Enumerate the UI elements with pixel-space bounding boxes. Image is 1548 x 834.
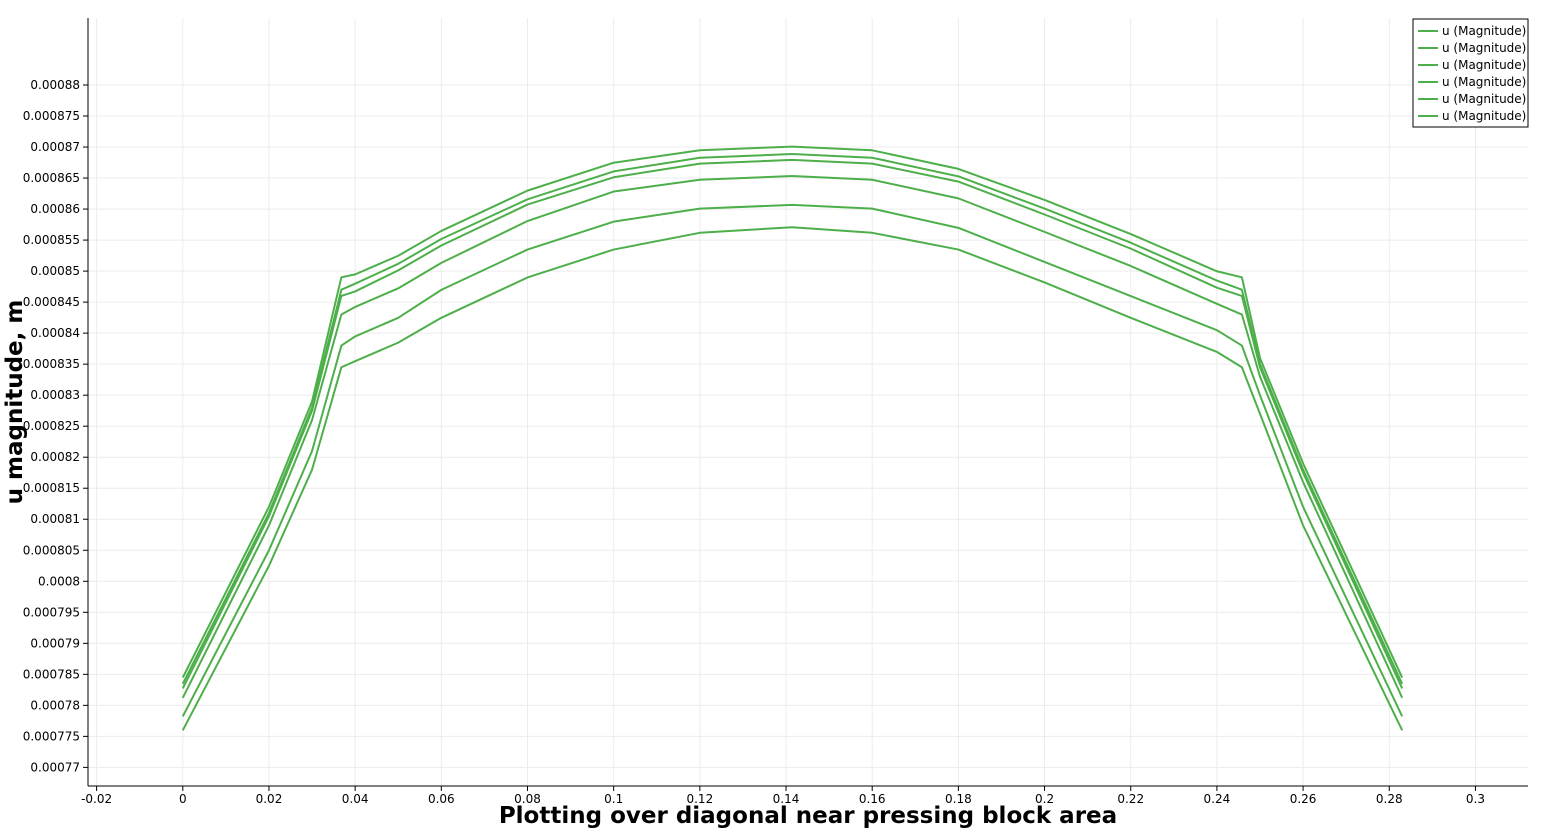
series-line-1 — [181, 145, 1404, 679]
x-tick-label: 0 — [179, 792, 187, 806]
legend-label: u (Magnitude) — [1442, 58, 1526, 72]
x-tick-label: 0.3 — [1466, 792, 1485, 806]
y-tick-label: 0.00083 — [30, 388, 80, 402]
x-tick-label: 0.12 — [686, 792, 713, 806]
grid — [88, 18, 1528, 786]
y-tick-label: 0.00085 — [30, 264, 80, 278]
legend: u (Magnitude) u (Magnitude) u (Magnitude) u… — [1412, 18, 1529, 128]
y-tick-label: 0.000805 — [23, 543, 80, 557]
y-tick-label: 0.000875 — [23, 109, 80, 123]
y-tick-label: 0.00081 — [30, 512, 80, 526]
y-tick-label: 0.00084 — [30, 326, 80, 340]
series-line-3 — [181, 158, 1404, 689]
y-tick-label: 0.000795 — [23, 605, 80, 619]
y-tick-label: 0.000845 — [23, 295, 80, 309]
x-tick-label: 0.2 — [1035, 792, 1054, 806]
series-line-4 — [181, 175, 1404, 699]
y-axis-ticks: 0.00077 0.000775 0.00078 0.000785 0.00079 0.0… — [23, 78, 88, 774]
y-tick-label: 0.00079 — [30, 636, 80, 650]
y-tick-label: 0.00088 — [30, 78, 80, 92]
x-tick-label: 0.18 — [945, 792, 972, 806]
y-tick-label: 0.000775 — [23, 729, 80, 743]
y-tick-label: 0.00086 — [30, 202, 80, 216]
series-lines — [181, 145, 1404, 731]
x-axis-ticks: -0.02 0 0.02 0.04 0.06 0.08 0.1 0.12 0.14 0.16 0.1… — [81, 786, 1485, 806]
y-tick-label: 0.000855 — [23, 233, 80, 247]
x-axis-title: Plotting over diagonal near pressing blo… — [499, 803, 1117, 829]
series-line-2 — [181, 153, 1404, 685]
y-axis-title: u magnitude, m — [2, 300, 28, 505]
y-tick-label: 0.0008 — [38, 574, 80, 588]
y-tick-label: 0.000825 — [23, 419, 80, 433]
legend-label: u (Magnitude) — [1442, 75, 1526, 89]
legend-label: u (Magnitude) — [1442, 41, 1526, 55]
legend-box — [1412, 18, 1529, 128]
y-tick-label: 0.000865 — [23, 171, 80, 185]
x-tick-label: 0.02 — [256, 792, 283, 806]
y-tick-label: 0.00087 — [30, 140, 80, 154]
x-tick-label: -0.02 — [81, 792, 112, 806]
y-tick-label: 0.000785 — [23, 667, 80, 681]
series-line-5 — [181, 203, 1404, 717]
legend-items: u (Magnitude) u (Magnitude) u (Magnitude) u… — [1418, 24, 1526, 123]
y-tick-label: 0.000835 — [23, 357, 80, 371]
series-line-6 — [181, 226, 1404, 731]
legend-label: u (Magnitude) — [1442, 109, 1526, 123]
y-tick-label: 0.00082 — [30, 450, 80, 464]
y-tick-label: 0.000815 — [23, 481, 80, 495]
y-tick-label: 0.00077 — [30, 760, 80, 774]
x-tick-label: 0.28 — [1376, 792, 1403, 806]
x-tick-label: 0.04 — [342, 792, 369, 806]
x-tick-label: 0.14 — [773, 792, 800, 806]
legend-label: u (Magnitude) — [1442, 92, 1526, 106]
x-tick-label: 0.1 — [604, 792, 623, 806]
x-tick-label: 0.26 — [1290, 792, 1317, 806]
x-tick-label: 0.22 — [1117, 792, 1144, 806]
x-tick-label: 0.06 — [428, 792, 455, 806]
y-tick-label: 0.00078 — [30, 698, 80, 712]
x-tick-label: 0.24 — [1204, 792, 1231, 806]
x-tick-label: 0.16 — [859, 792, 886, 806]
legend-label: u (Magnitude) — [1442, 24, 1526, 38]
x-tick-label: 0.08 — [514, 792, 541, 806]
